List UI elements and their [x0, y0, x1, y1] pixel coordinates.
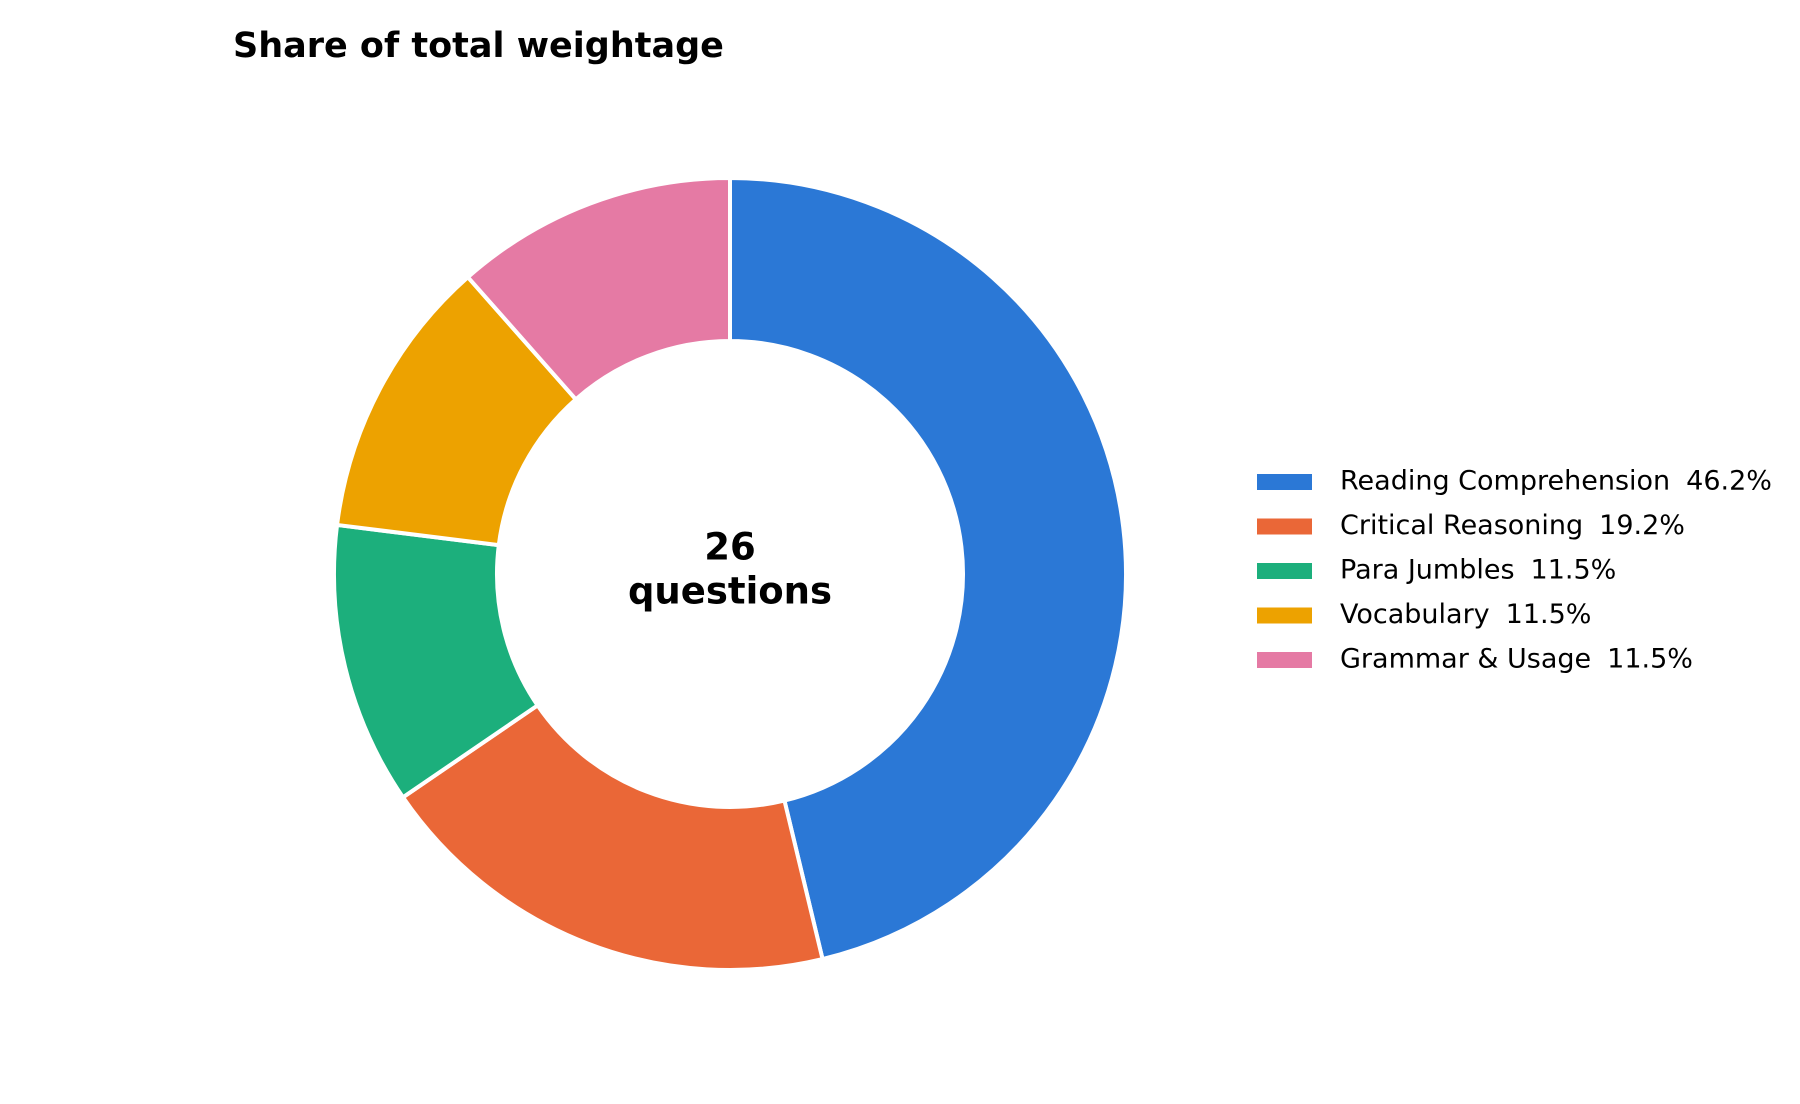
legend-value: 19.2% [1599, 510, 1685, 541]
legend-swatch [1257, 474, 1312, 490]
legend-label: Vocabulary [1340, 599, 1490, 630]
legend-label: Grammar & Usage [1340, 644, 1591, 675]
legend-label: Reading Comprehension [1340, 466, 1670, 497]
donut-slice [465, 175, 732, 403]
legend-swatch [1257, 607, 1312, 624]
legend-value: 46.2% [1686, 466, 1772, 497]
legend-value: 11.5% [1506, 599, 1592, 630]
donut-slice [400, 702, 825, 972]
legend-label: Critical Reasoning [1340, 510, 1583, 541]
donut-slice [728, 175, 1128, 962]
legend-swatch [1257, 518, 1312, 535]
legend-swatch [1257, 652, 1312, 668]
legend-value: 11.5% [1607, 644, 1693, 675]
legend-swatch [1257, 563, 1312, 579]
center-value: 26 [704, 526, 756, 569]
center-label: questions [628, 570, 832, 613]
legend-value: 11.5% [1531, 555, 1617, 586]
chart-title: Share of total weightage [233, 26, 724, 66]
legend-label: Para Jumbles [1340, 555, 1515, 586]
